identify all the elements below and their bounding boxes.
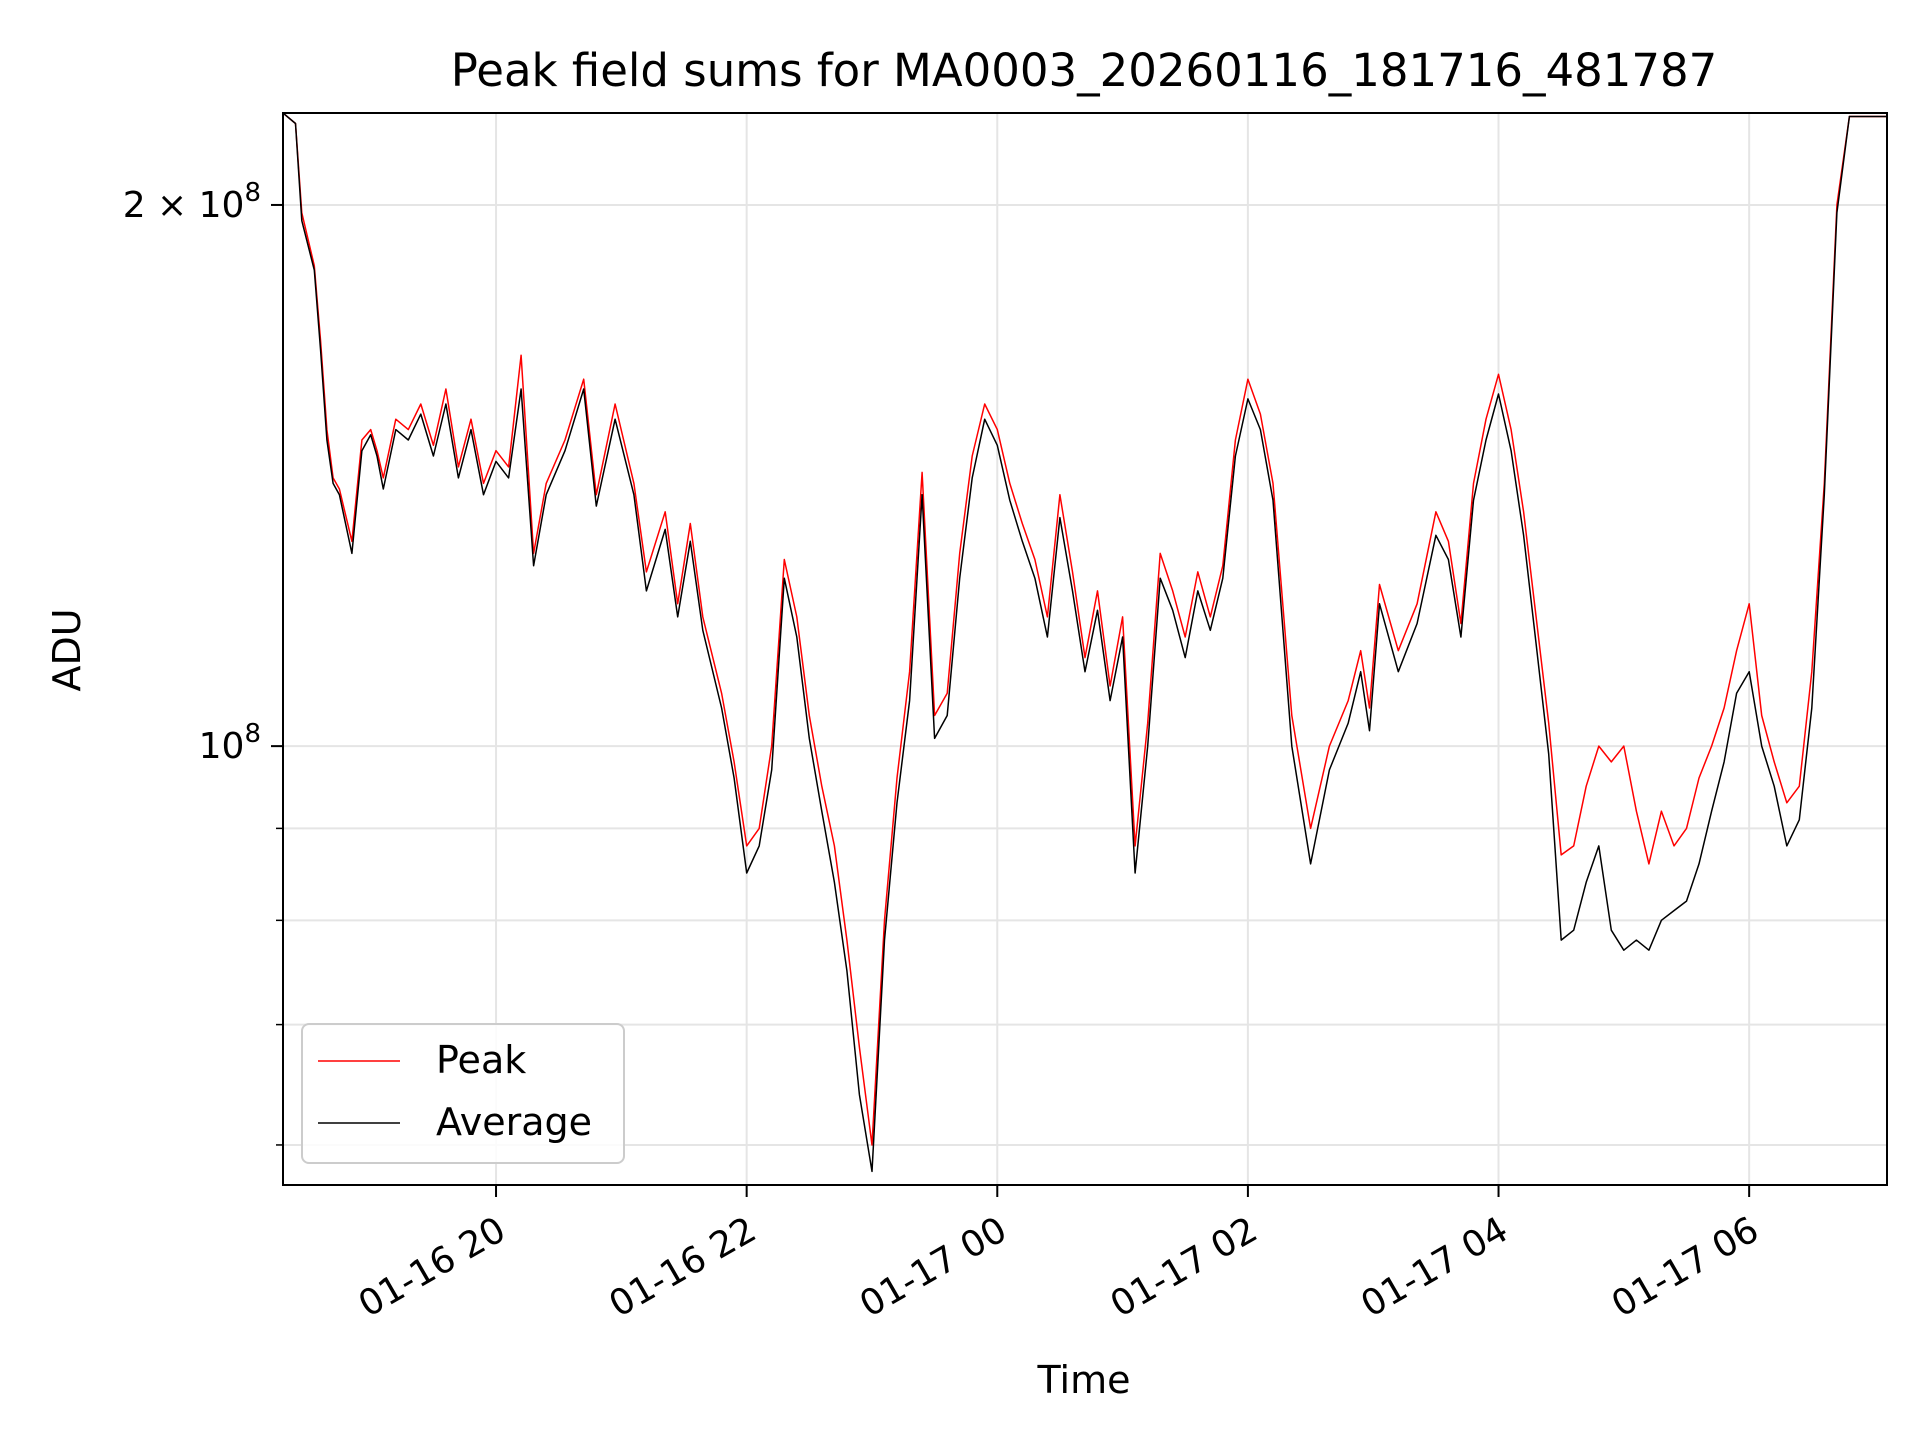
y-axis: 108 2 × 108 (123, 178, 283, 1146)
plot-area (283, 113, 1887, 1173)
chart-title: Peak field sums for MA0003_20260116_1817… (451, 44, 1718, 97)
series-line-peak (283, 113, 1887, 1146)
legend-box (301, 1023, 625, 1164)
y-tick-label-0: 108 (199, 719, 261, 767)
series-line-average (283, 113, 1887, 1173)
y-axis-label: ADU (45, 608, 89, 691)
x-axis-label: Time (1037, 1358, 1131, 1402)
y-tick-label-1: 2 × 108 (123, 178, 261, 226)
plot-frame (282, 112, 1888, 1186)
grid (283, 113, 1887, 1185)
legend-peak-label: Peak (436, 1038, 526, 1082)
legend: Peak Average (301, 1023, 625, 1164)
legend-average-label: Average (436, 1100, 592, 1144)
